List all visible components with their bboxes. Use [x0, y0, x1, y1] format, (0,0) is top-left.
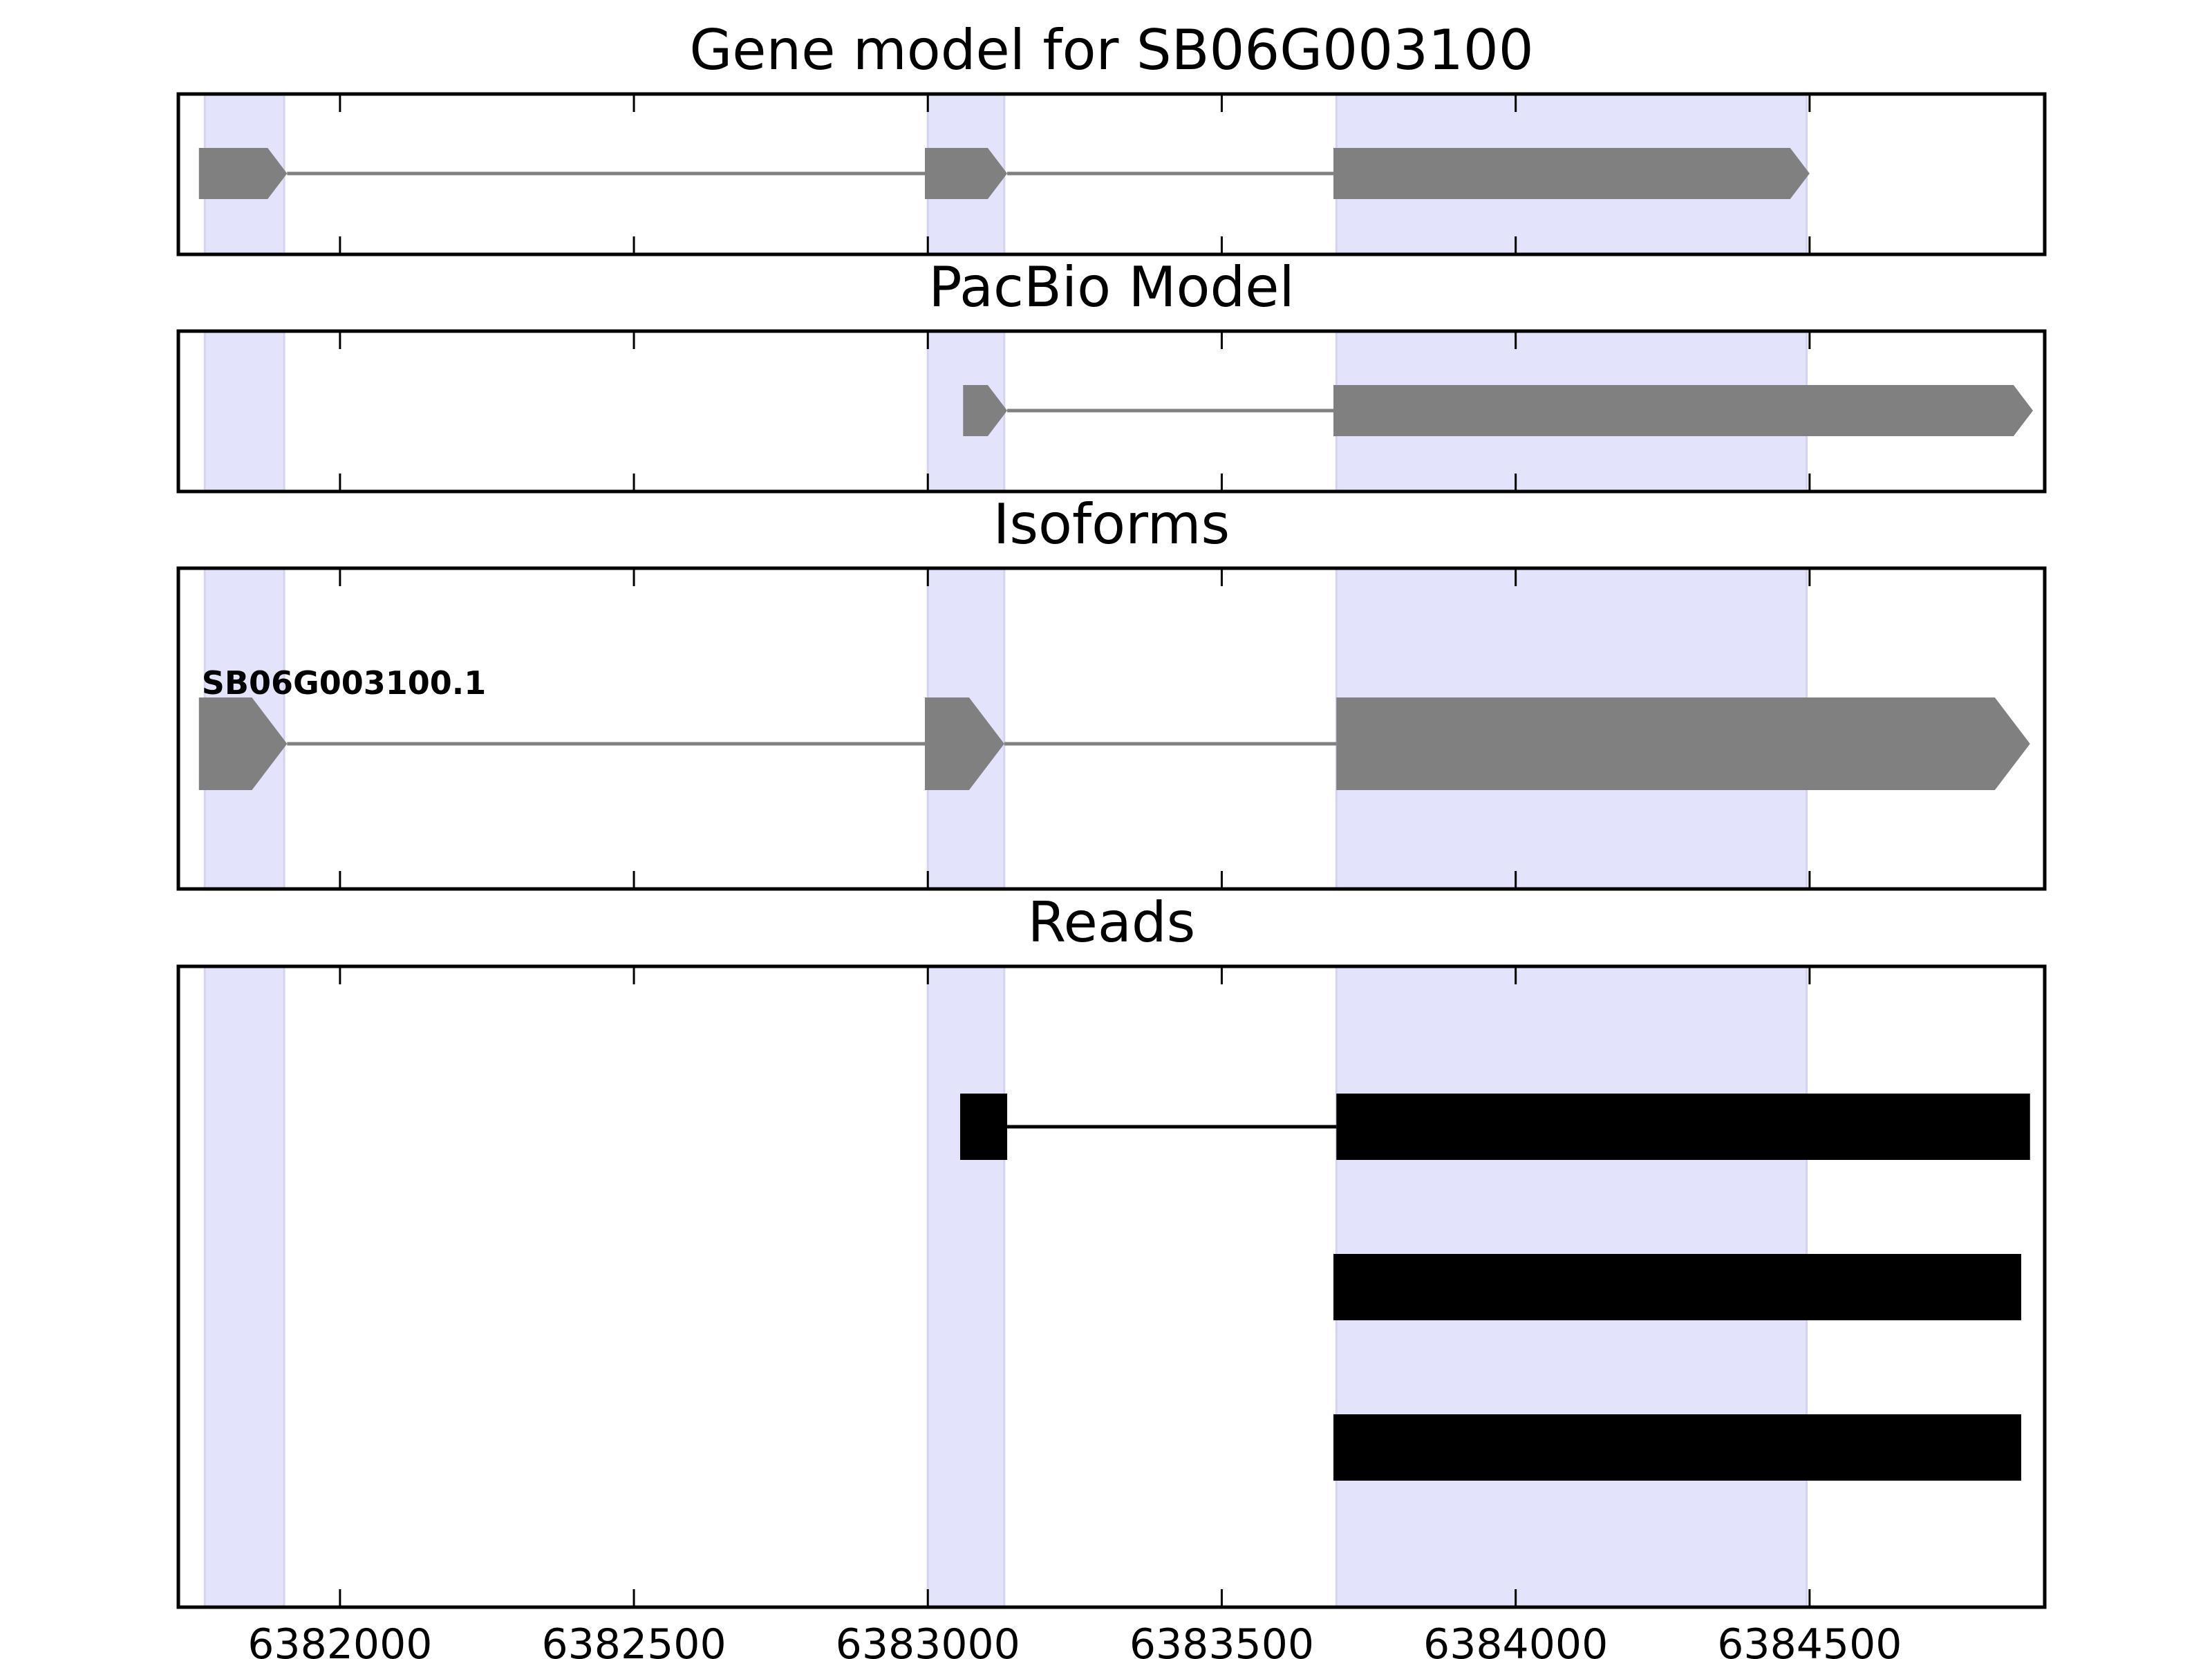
exon-block: [925, 697, 1004, 790]
panel-title: Gene model for SB06G003100: [689, 18, 1533, 82]
panel-3: Reads: [176, 890, 2047, 1609]
highlight-region: [203, 965, 285, 1609]
isoform-label: SB06G003100.1: [202, 664, 486, 702]
exon-block: [198, 148, 288, 199]
exon-block: [1333, 385, 2033, 436]
x-tick-label: 6384000: [1423, 1620, 1608, 1659]
highlight-region: [203, 330, 285, 493]
exon-block: [963, 385, 1008, 436]
x-tick-label: 6383500: [1130, 1620, 1314, 1659]
panel-frame: [176, 92, 2047, 256]
panel-title: Reads: [1028, 890, 1196, 955]
panel-frame: [176, 566, 2047, 891]
panel-frame: [176, 329, 2047, 494]
exon-block: [198, 697, 288, 790]
exon-block: [1333, 148, 1810, 199]
panel-0: Gene model for SB06G003100: [176, 18, 2047, 256]
read-block: [1333, 1414, 2021, 1481]
panel-title: Isoforms: [993, 492, 1230, 556]
highlight-region: [926, 965, 1006, 1609]
panel-2: SB06G003100.1 Isoforms: [176, 492, 2047, 891]
read-block: [960, 1094, 1008, 1160]
read-block: [1333, 1254, 2021, 1320]
x-tick-label: 6383000: [836, 1620, 1020, 1659]
exon-block: [925, 148, 1008, 199]
x-tick-label: 6384500: [1717, 1620, 1902, 1659]
read-block: [1336, 1094, 2030, 1160]
exon-block: [1336, 697, 2030, 790]
panel-frame: [176, 964, 2047, 1609]
x-tick-label: 6382000: [247, 1620, 432, 1659]
x-tick-label: 6382500: [541, 1620, 726, 1659]
panel-title: PacBio Model: [928, 255, 1294, 319]
panel-1: PacBio Model: [176, 255, 2047, 494]
